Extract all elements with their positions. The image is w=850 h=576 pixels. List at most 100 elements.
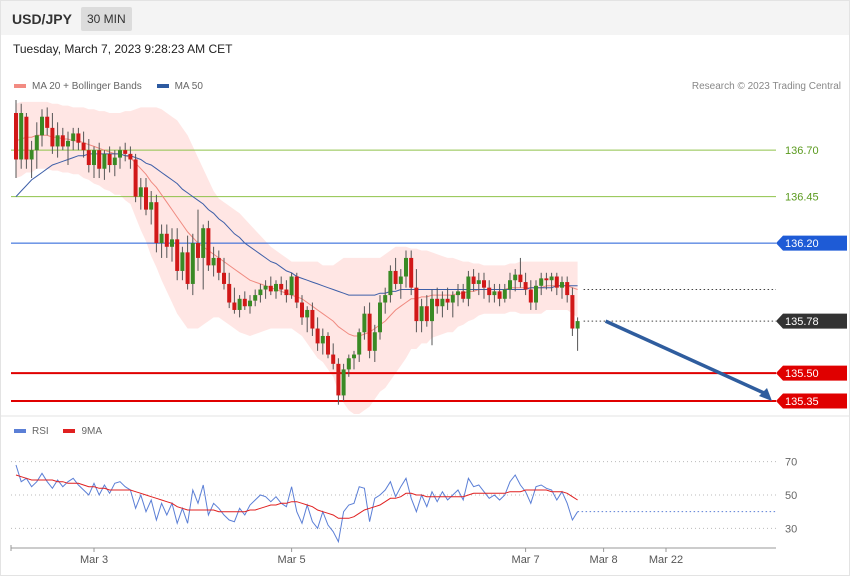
candle-body	[435, 298, 440, 307]
candle-81	[435, 287, 440, 314]
x-tick-label: Mar 3	[80, 554, 108, 566]
candle-body	[445, 298, 450, 303]
candle-19	[112, 150, 117, 177]
candle-22	[128, 146, 133, 169]
candle-102	[544, 272, 549, 290]
candle-body	[518, 274, 523, 283]
candle-body	[450, 295, 455, 303]
candle-body	[305, 309, 310, 318]
candle-18	[107, 146, 112, 173]
candle-body	[294, 276, 299, 303]
candle-12	[76, 127, 81, 151]
candle-body	[544, 278, 549, 281]
candle-body	[456, 291, 460, 296]
candle-47	[258, 283, 263, 303]
candle-body	[159, 233, 164, 244]
candle-body	[107, 153, 112, 166]
rsi-legend: RSI 9MA	[14, 426, 102, 437]
rsi-line	[15, 464, 579, 544]
candle-body	[378, 302, 382, 333]
candle-105	[560, 276, 564, 299]
candle-37	[206, 220, 211, 271]
candle-body	[487, 287, 492, 296]
candle-body	[279, 283, 284, 290]
rsi-swatch	[14, 429, 26, 434]
candle-body	[315, 328, 320, 344]
candle-93	[497, 283, 502, 307]
candle-body	[60, 135, 65, 147]
chart-datetime: Tuesday, March 7, 2023 9:28:23 AM CET	[13, 42, 233, 56]
rsi-tick-30: 30	[785, 523, 797, 535]
candle-44	[242, 291, 247, 310]
level-tag-135-50	[776, 365, 847, 381]
candle-95	[508, 272, 512, 299]
candle-75	[404, 250, 408, 288]
candle-5	[40, 109, 44, 147]
candle-body	[66, 140, 70, 147]
candle-66	[357, 328, 362, 362]
candle-body	[513, 274, 518, 281]
candle-body	[185, 252, 190, 284]
candle-83	[445, 287, 450, 310]
candle-43	[237, 295, 242, 318]
candle-body	[284, 289, 289, 296]
x-tick-label: Mar 8	[590, 554, 618, 566]
level-label-136-70: 136.70	[785, 145, 819, 157]
x-tick-label: Mar 5	[278, 554, 306, 566]
candle-56	[305, 306, 310, 333]
research-credit: Research © 2023 Trading Central	[691, 81, 841, 92]
candle-body	[274, 283, 278, 292]
candle-53	[289, 272, 294, 299]
candle-7	[50, 113, 55, 154]
candle-body	[352, 354, 356, 359]
candle-13	[81, 131, 86, 158]
candle-4	[34, 122, 39, 169]
candle-body	[19, 113, 24, 160]
candle-41	[227, 272, 232, 309]
candle-29	[164, 224, 169, 258]
candle-body	[497, 291, 502, 299]
candle-body	[482, 280, 486, 288]
candle-body	[565, 282, 570, 296]
legend-item-rsi: RSI	[14, 426, 49, 437]
legend-item-9ma: 9MA	[63, 426, 102, 437]
candle-body	[128, 153, 133, 160]
candle-51	[279, 276, 284, 296]
candle-body	[409, 257, 414, 288]
candle-body	[24, 116, 29, 160]
candle-8	[55, 122, 60, 158]
bollinger-band-area	[16, 101, 578, 415]
candle-body	[346, 358, 351, 370]
candle-69	[372, 324, 377, 362]
candle-26	[149, 191, 154, 225]
rsi-9ma-swatch	[63, 429, 76, 434]
candle-body	[289, 276, 294, 296]
candle-62	[336, 358, 341, 405]
candle-body	[248, 300, 252, 307]
candle-body	[424, 306, 429, 322]
candle-67	[362, 306, 367, 340]
candle-body	[196, 243, 200, 258]
candle-body	[258, 289, 263, 296]
candle-65	[352, 350, 356, 370]
candle-body	[40, 116, 44, 136]
candle-body	[331, 354, 336, 364]
legend-item-ma20: MA 20 + Bollinger Bands	[14, 81, 142, 92]
candle-body	[372, 332, 377, 351]
rsi-tick-50: 50	[785, 490, 797, 502]
candle-body	[164, 233, 169, 247]
main-legend: MA 20 + Bollinger Bands MA 50	[14, 81, 203, 92]
candle-body	[268, 285, 273, 292]
candle-20	[118, 146, 122, 169]
candle-85	[456, 283, 460, 307]
candle-body	[55, 135, 60, 147]
candle-body	[112, 157, 117, 166]
timeframe-button[interactable]: 30 MIN	[81, 7, 132, 31]
candle-46	[253, 289, 258, 307]
candle-57	[310, 302, 315, 336]
level-label-135-35: 135.35	[785, 396, 819, 408]
candle-body	[336, 363, 341, 396]
candle-body	[300, 302, 304, 318]
candle-63	[341, 363, 346, 401]
